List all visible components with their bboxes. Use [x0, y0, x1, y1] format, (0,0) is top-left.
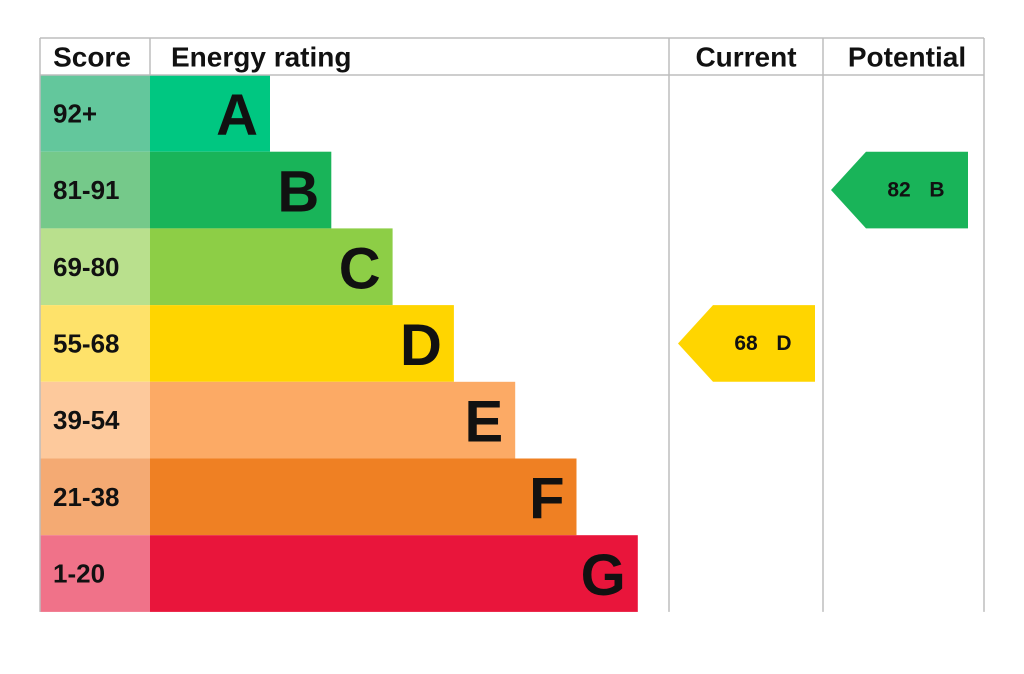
header-current: Current: [695, 42, 796, 73]
potential-arrow: [831, 151, 968, 229]
band-letter: A: [216, 83, 258, 148]
rating-bar: [150, 458, 577, 536]
band-letter: C: [339, 236, 381, 301]
score-range: 92+: [53, 98, 97, 128]
score-cell: [40, 75, 150, 152]
score-range: 69-80: [53, 252, 120, 282]
current-value: 68: [734, 332, 758, 355]
band-letter: B: [277, 160, 319, 225]
potential-value: 82: [887, 179, 910, 202]
score-range: 55-68: [53, 328, 120, 358]
rating-bar: [150, 75, 270, 152]
header-score: Score: [53, 42, 131, 73]
current-letter: D: [776, 332, 791, 355]
band-letter: D: [400, 313, 442, 378]
score-cell: [40, 151, 150, 229]
header-rating: Energy rating: [171, 42, 351, 73]
band-letter: G: [581, 543, 626, 608]
score-range: 21-38: [53, 482, 120, 512]
score-range: 39-54: [53, 405, 120, 435]
score-range: 1-20: [53, 559, 105, 589]
score-cell: [40, 458, 150, 536]
header-potential: Potential: [848, 42, 966, 73]
score-range: 81-91: [53, 175, 120, 205]
rating-bar: [150, 535, 638, 612]
rating-bar: [150, 381, 516, 459]
band-letter: E: [465, 390, 504, 455]
rating-bar: [150, 151, 332, 229]
score-cell: [40, 228, 150, 306]
current-arrow: [678, 305, 815, 382]
score-cell: [40, 305, 150, 382]
rating-bar: [150, 228, 393, 306]
potential-letter: B: [929, 179, 944, 202]
score-cell: [40, 535, 150, 612]
band-letter: F: [529, 466, 564, 531]
score-cell: [40, 381, 150, 459]
rating-bar: [150, 305, 454, 382]
